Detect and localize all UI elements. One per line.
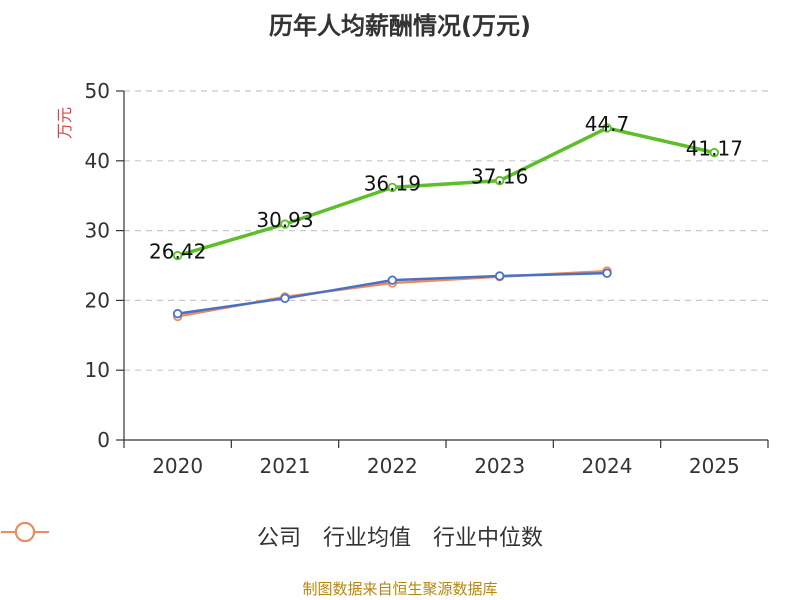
data-point bbox=[172, 308, 183, 319]
data-point bbox=[387, 275, 398, 285]
x-tick-label: 2020 bbox=[152, 454, 203, 478]
data-label: 30.93 bbox=[256, 208, 313, 232]
x-tick-label: 2025 bbox=[689, 454, 740, 478]
data-point bbox=[387, 182, 398, 193]
chart-title: 历年人均薪酬情况(万元) bbox=[269, 12, 531, 40]
x-tick-label: 2023 bbox=[474, 454, 525, 478]
legend-label: 行业中位数 bbox=[433, 526, 544, 551]
data-label: 26.42 bbox=[149, 240, 206, 264]
x-tick-label: 2022 bbox=[367, 454, 418, 478]
legend-label: 公司 bbox=[256, 526, 301, 551]
x-tick-label: 2021 bbox=[260, 454, 311, 478]
y-tick-label: 40 bbox=[85, 149, 110, 173]
y-tick-label: 10 bbox=[85, 358, 110, 382]
data-label: 41.17 bbox=[686, 137, 743, 161]
y-tick-label: 30 bbox=[85, 219, 110, 243]
data-label: 36.19 bbox=[364, 171, 421, 195]
legend-item[interactable]: 公司 bbox=[1, 520, 301, 552]
legend-item[interactable]: 行业均值 bbox=[1, 520, 411, 552]
data-point bbox=[602, 268, 612, 278]
y-tick-label: 50 bbox=[85, 79, 110, 103]
series-line bbox=[177, 126, 715, 258]
data-point bbox=[280, 293, 290, 304]
data-point bbox=[494, 271, 505, 281]
legend-item[interactable]: 行业中位数 bbox=[1, 520, 544, 552]
y-tick-label: 0 bbox=[97, 428, 110, 452]
legend-label: 行业均值 bbox=[322, 526, 411, 551]
legend: 公司 行业均值 行业中位数 bbox=[0, 520, 800, 552]
data-point bbox=[280, 219, 290, 229]
x-tick-label: 2024 bbox=[582, 454, 633, 478]
data-point bbox=[172, 250, 183, 261]
data-point bbox=[602, 123, 612, 133]
y-tick-label: 20 bbox=[85, 288, 110, 312]
data-label: 44.7 bbox=[585, 112, 630, 136]
data-point bbox=[709, 147, 720, 158]
data-label: 37.16 bbox=[471, 165, 528, 189]
y-axis-label: 万元 bbox=[55, 107, 74, 139]
legend-line-icon bbox=[1, 522, 49, 542]
source-note: 制图数据来自恒生聚源数据库 bbox=[302, 580, 498, 598]
data-point bbox=[494, 175, 505, 186]
